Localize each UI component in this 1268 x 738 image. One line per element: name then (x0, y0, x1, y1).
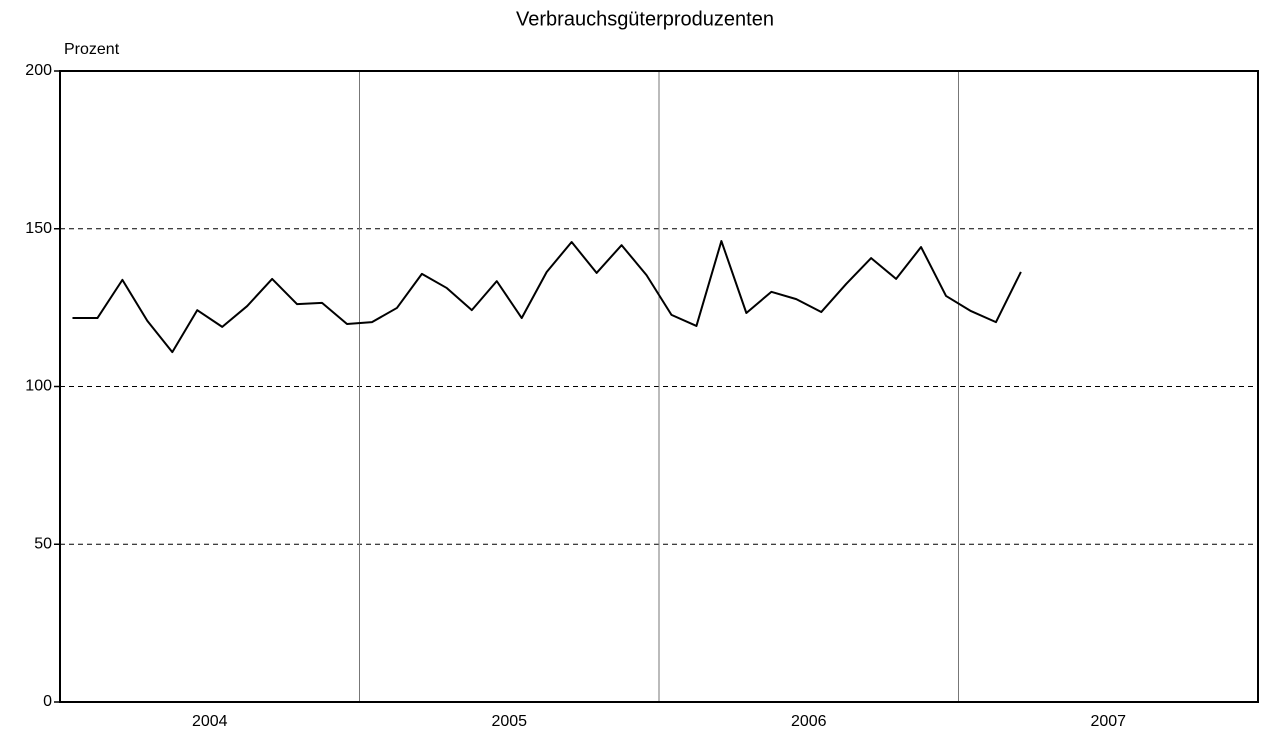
y-tick-label: 100 (25, 378, 52, 395)
y-tick-label: 150 (25, 220, 52, 237)
y-tick-label: 200 (25, 62, 52, 79)
y-tick-label: 0 (43, 693, 52, 710)
x-group-label: 2007 (1090, 713, 1126, 730)
data-line (72, 240, 1022, 354)
y-tick-label: 50 (34, 535, 52, 552)
x-group-label: 2006 (791, 713, 827, 730)
x-group-label: 2004 (192, 713, 228, 730)
x-group-label: 2005 (491, 713, 527, 730)
chart-title: Verbrauchsgüterproduzenten (516, 8, 774, 30)
plot-frame (59, 70, 1259, 703)
y-axis-label: Prozent (64, 41, 120, 58)
